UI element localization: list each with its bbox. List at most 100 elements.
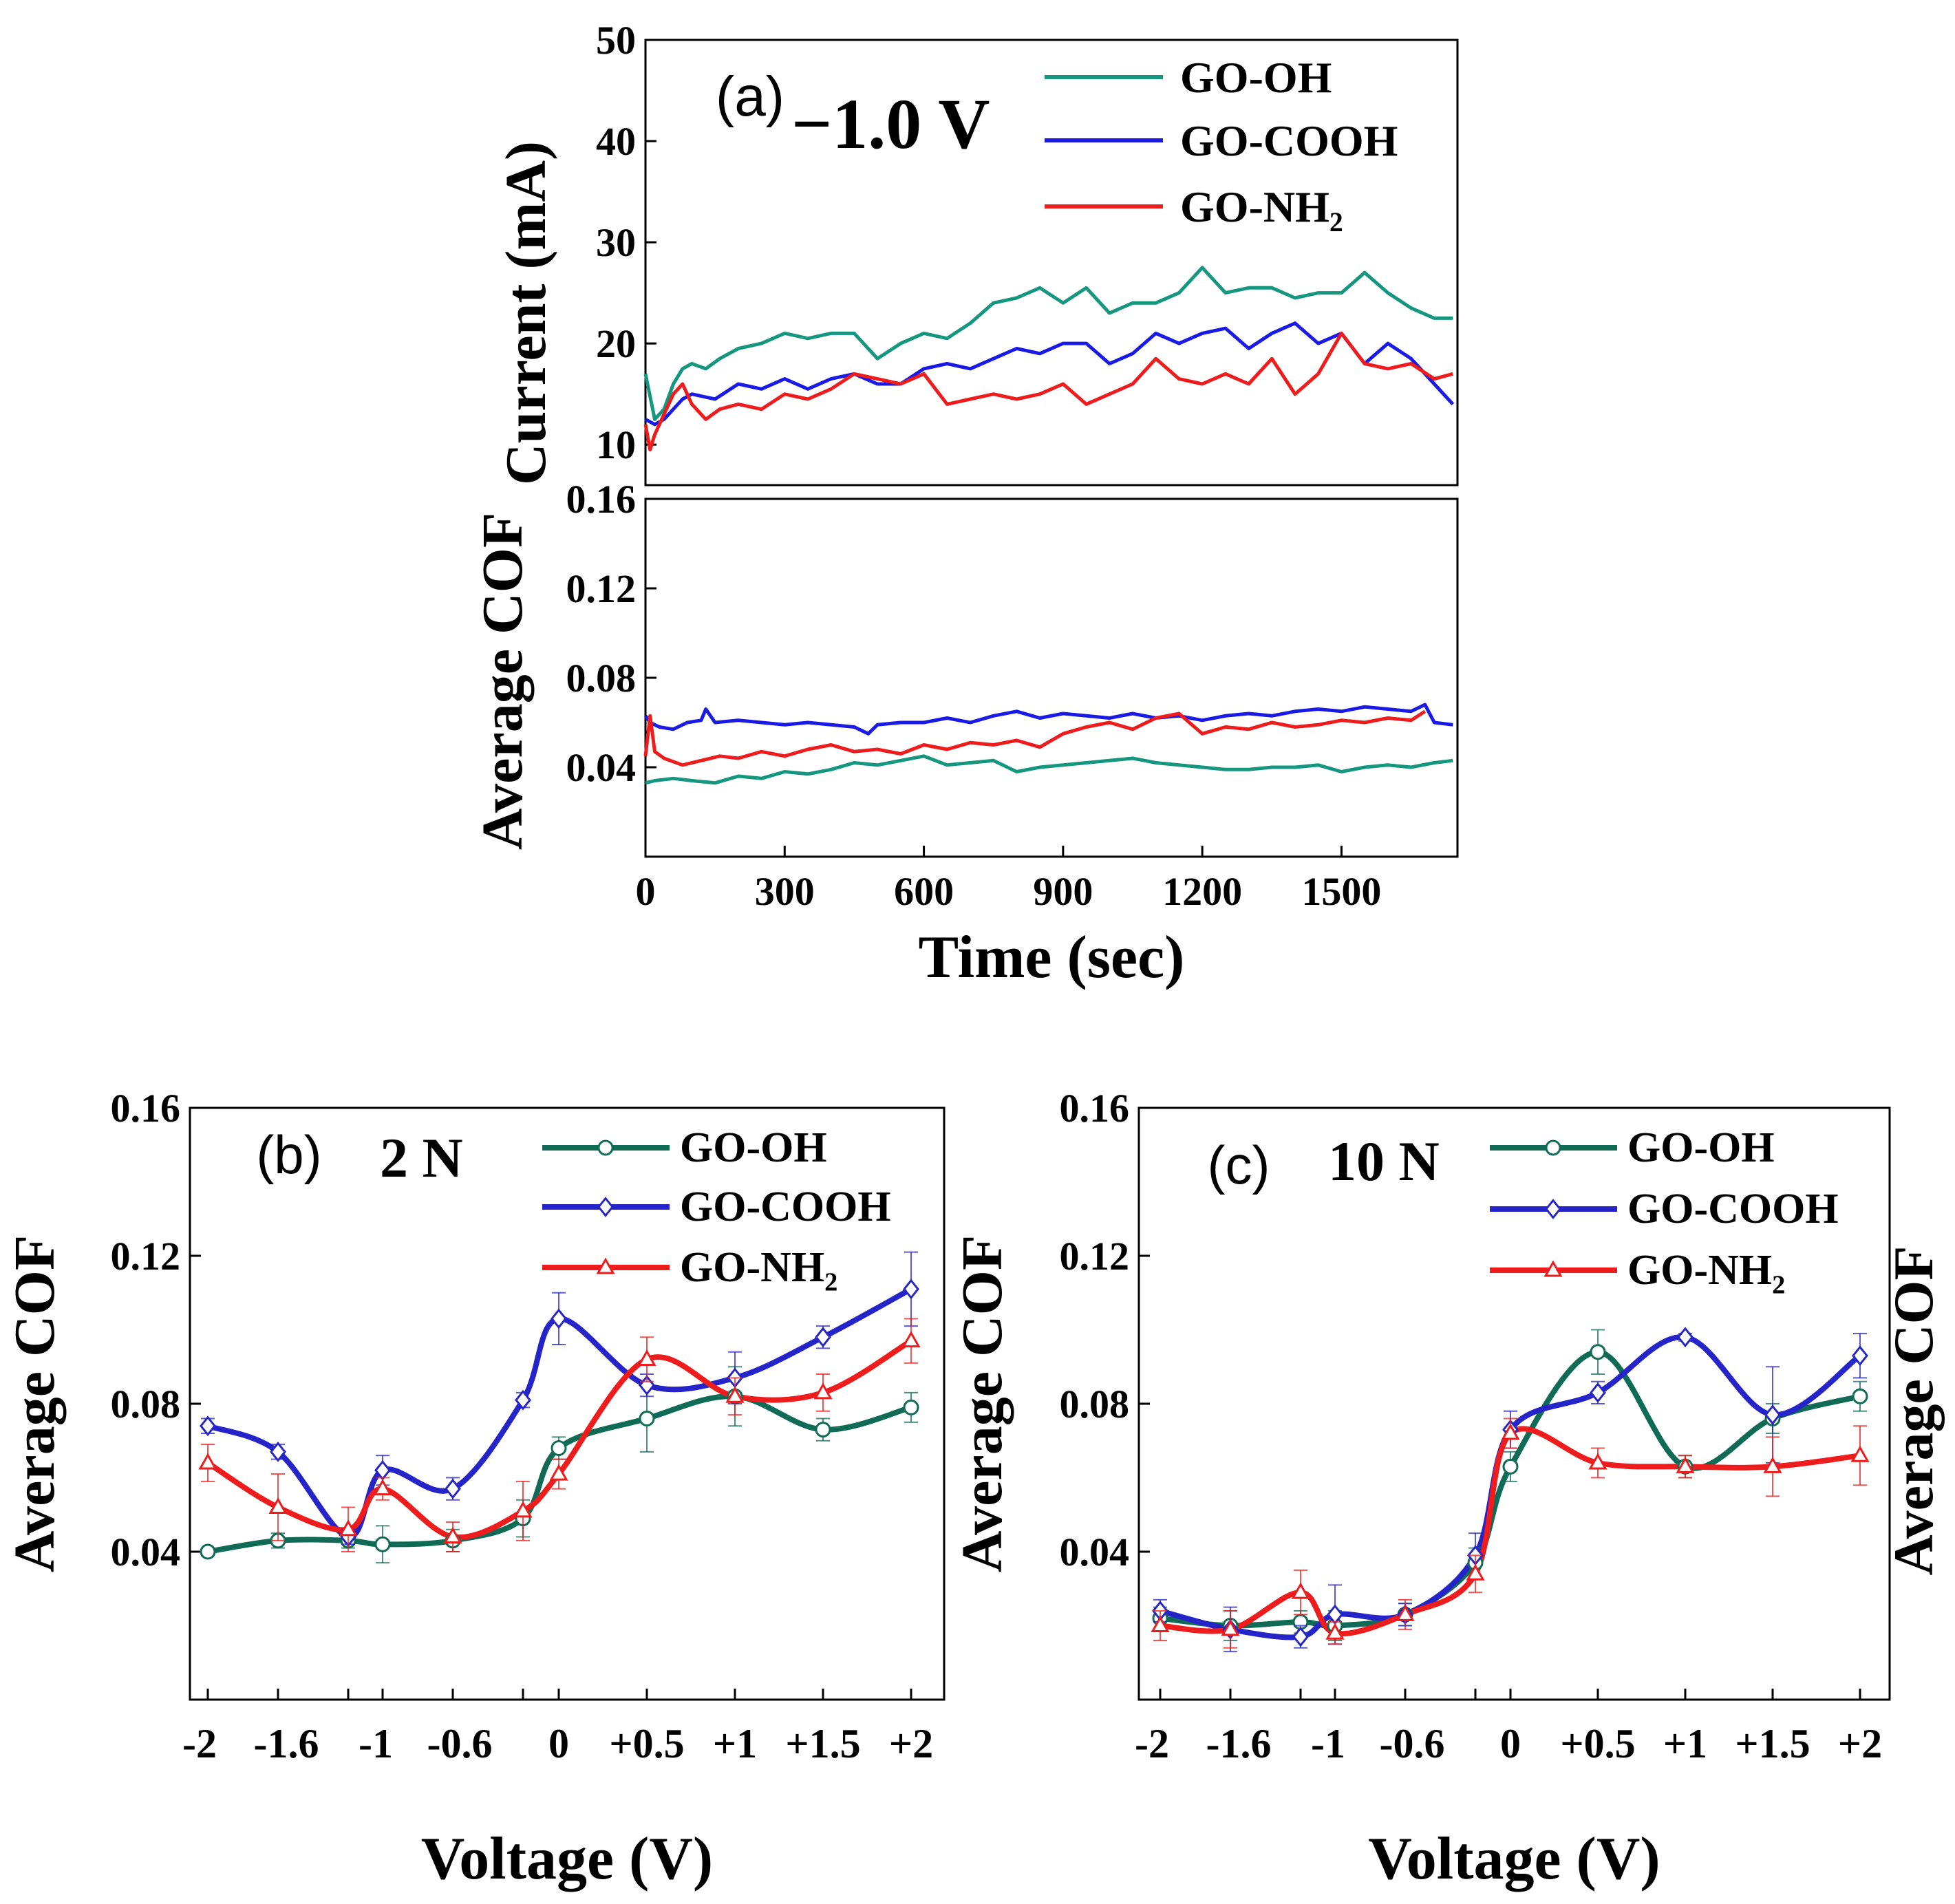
data-point-GO-NH2 [1396, 1604, 1415, 1621]
y-axis-label-right: Average COF [1882, 1246, 1945, 1576]
panel-a-top-frame [644, 39, 1459, 486]
data-point-GO-NH2 [901, 1331, 921, 1348]
series-line-GO-COOH [644, 321, 1455, 427]
data-point-GO-COOH [1852, 1345, 1868, 1367]
legend-label-GO-COOH-base: GO-COOH [680, 1184, 891, 1230]
x-axis-label: Voltage (V) [421, 1826, 713, 1892]
legend-label-GO-NH2-subscript: 2 [824, 1268, 837, 1297]
data-point-GO-COOH [1590, 1382, 1606, 1403]
data-point-GO-NH2 [339, 1519, 358, 1537]
x-tick-label: -0.6 [1380, 1721, 1445, 1766]
y-tick-label: 0.16 [111, 1086, 181, 1131]
data-point-GO-OH [200, 1543, 216, 1560]
y-tick-label: 0.12 [111, 1234, 181, 1279]
data-point-GO-NH2 [1291, 1582, 1310, 1599]
data-point-GO-NH2 [373, 1479, 392, 1496]
x-tick-label: +0.5 [609, 1721, 684, 1766]
data-point-GO-NH2 [1325, 1623, 1345, 1640]
y-tick-label: 40 [596, 119, 636, 164]
data-point-GO-COOH [200, 1415, 216, 1437]
legend-label-GO-OH: GO-OH [1627, 1124, 1775, 1171]
data-point-GO-OH [374, 1536, 391, 1552]
y-tick-label: 0.12 [566, 566, 637, 611]
y-axis-label: Average COF [3, 1235, 67, 1573]
load-annotation: 10 N [1328, 1130, 1440, 1192]
x-tick-label: +1 [1663, 1721, 1707, 1766]
y-tick-label: 30 [596, 220, 636, 265]
data-point-GO-COOH [515, 1389, 531, 1411]
x-tick-label: -1.6 [254, 1721, 319, 1766]
data-point-GO-NH2 [513, 1501, 533, 1518]
series-curve-GO-NH2 [206, 1338, 913, 1541]
y-tick-label: 20 [596, 321, 636, 366]
data-point-GO-NH2 [725, 1386, 745, 1403]
x-tick-label: 1200 [1162, 869, 1242, 914]
x-axis-label: Time (sec) [919, 924, 1185, 991]
data-point-GO-NH2 [1588, 1453, 1607, 1470]
series-line-GO-NH2 [643, 709, 1427, 767]
series-curve-GO-OH [1160, 1349, 1861, 1629]
y-tick-label: 0.08 [1060, 1382, 1130, 1426]
data-point-GO-NH2 [1466, 1563, 1485, 1581]
data-point-GO-NH2 [1850, 1445, 1870, 1462]
legend-marker-GO-COOH [597, 1197, 614, 1217]
y-tick-label: 0.04 [111, 1530, 181, 1574]
data-point-GO-NH2 [1151, 1615, 1170, 1632]
data-point-GO-OH [1852, 1388, 1868, 1404]
y-tick-label: 10 [596, 422, 636, 467]
data-point-GO-NH2 [637, 1349, 656, 1366]
legend-label-GO-NH2: GO-NH2 [1180, 182, 1343, 237]
legend-label-GO-NH2-base: GO-NH [1627, 1247, 1772, 1294]
series-curve-GO-NH2 [1160, 1426, 1861, 1637]
legend-label-GO-OH: GO-OH [680, 1124, 827, 1171]
data-point-GO-OH [1590, 1344, 1606, 1360]
legend-label-GO-NH2-subscript: 2 [1772, 1271, 1785, 1300]
x-tick-label: -1.6 [1206, 1721, 1272, 1766]
legend-marker-GO-OH [597, 1140, 614, 1156]
x-tick-label: +2 [889, 1721, 933, 1766]
data-point-GO-COOH [270, 1441, 286, 1462]
x-tick-label: -1 [1311, 1721, 1345, 1766]
x-tick-label: -0.6 [427, 1721, 493, 1766]
legend-label-GO-OH: GO-OH [1180, 53, 1332, 102]
panel-a-bottom-frame [644, 498, 1459, 858]
legend-label-GO-OH-base: GO-OH [680, 1124, 827, 1171]
y-axis-label: Average COF [471, 513, 535, 851]
series-line-GO-OH [645, 754, 1453, 785]
legend-label-GO-NH2-base: GO-NH [680, 1244, 824, 1291]
panel-label: (c) [1208, 1135, 1270, 1195]
y-tick-label: 50 [596, 18, 636, 63]
x-tick-label: -1 [359, 1721, 393, 1766]
data-point-GO-OH [1502, 1458, 1519, 1475]
series-line-GO-NH2 [643, 331, 1453, 451]
series-line-GO-OH [643, 266, 1453, 421]
data-point-GO-NH2 [1221, 1619, 1240, 1636]
data-point-GO-NH2 [268, 1497, 288, 1514]
series-curve-GO-COOH [1159, 1334, 1862, 1640]
voltage-annotation: −1.0 V [791, 85, 990, 164]
y-tick-label: 0.04 [1060, 1530, 1130, 1574]
legend-marker-GO-NH2 [1543, 1260, 1563, 1277]
data-point-GO-NH2 [1676, 1456, 1695, 1473]
series-line-GO-COOH [643, 703, 1453, 736]
y-tick-label: 0.12 [1060, 1234, 1130, 1279]
data-point-GO-OH [815, 1422, 831, 1438]
legend-marker-GO-NH2 [596, 1257, 615, 1274]
data-point-GO-COOH [551, 1308, 567, 1329]
legend-marker-GO-OH [1545, 1140, 1561, 1156]
data-point-GO-NH2 [1763, 1456, 1782, 1473]
load-annotation: 2 N [380, 1126, 463, 1189]
data-point-GO-COOH [1292, 1626, 1309, 1647]
x-tick-label: +2 [1838, 1721, 1882, 1766]
x-tick-label: 0 [548, 1721, 569, 1766]
data-point-GO-NH2 [443, 1526, 462, 1543]
data-point-GO-OH [639, 1411, 655, 1426]
legend-label-GO-OH-base: GO-OH [1180, 53, 1332, 102]
data-point-GO-COOH [1764, 1404, 1781, 1426]
data-point-GO-COOH [903, 1279, 919, 1300]
data-point-GO-NH2 [549, 1464, 568, 1481]
x-tick-label: 1500 [1301, 869, 1381, 914]
x-tick-label: -2 [1135, 1721, 1169, 1766]
legend-label-GO-COOH: GO-COOH [680, 1184, 891, 1230]
x-tick-label: +0.5 [1560, 1721, 1635, 1766]
